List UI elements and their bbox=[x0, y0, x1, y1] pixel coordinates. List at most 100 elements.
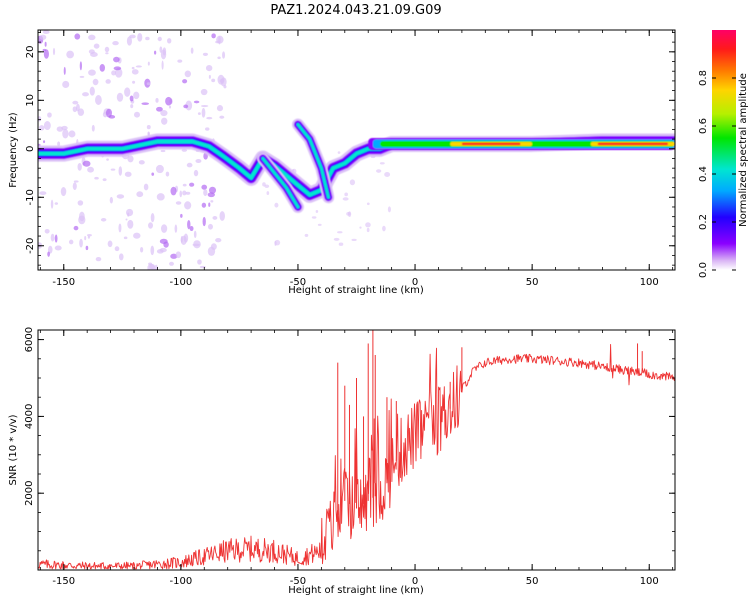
noise-speckle bbox=[365, 222, 371, 228]
noise-speckle bbox=[147, 61, 150, 66]
noise-speckle bbox=[200, 104, 209, 108]
noise-speckle bbox=[79, 75, 85, 78]
noise-speckle bbox=[39, 191, 47, 196]
noise-speckle bbox=[184, 70, 192, 78]
noise-speckle bbox=[193, 169, 199, 177]
noise-speckle bbox=[182, 190, 187, 196]
noise-speckle bbox=[91, 124, 95, 132]
noise-speckle bbox=[317, 223, 322, 226]
noise-speckle bbox=[116, 92, 124, 102]
noise-speckle bbox=[333, 237, 340, 241]
noise-speckle bbox=[183, 104, 189, 109]
x-tick-label: -100 bbox=[170, 277, 193, 288]
noise-speckle bbox=[118, 166, 123, 176]
noise-speckle bbox=[50, 233, 55, 242]
noise-speckle bbox=[112, 40, 119, 46]
noise-speckle bbox=[133, 232, 141, 239]
noise-speckle bbox=[92, 78, 99, 86]
noise-speckle bbox=[137, 32, 143, 42]
noise-speckle bbox=[344, 192, 348, 197]
noise-speckle bbox=[135, 65, 142, 68]
noise-speckle bbox=[376, 169, 382, 173]
noise-speckle bbox=[208, 74, 211, 79]
noise-speckle bbox=[73, 225, 79, 231]
noise-speckle bbox=[89, 86, 95, 96]
x-tick-label: -100 bbox=[170, 576, 193, 587]
colorbar-ticks: 0.0 0.2 0.4 0.6 0.8 bbox=[698, 70, 736, 278]
noise-speckle bbox=[110, 168, 116, 171]
noise-speckle bbox=[200, 88, 208, 96]
noise-speckle bbox=[215, 237, 222, 243]
x-tick-label: -150 bbox=[52, 576, 75, 587]
spectrogram-frame bbox=[37, 29, 676, 271]
noise-speckle bbox=[132, 80, 136, 84]
spectrogram-heatmap bbox=[38, 30, 675, 270]
noise-speckle bbox=[185, 191, 191, 195]
noise-speckle bbox=[82, 92, 89, 97]
noise-speckle bbox=[43, 49, 49, 59]
noise-speckle bbox=[57, 141, 61, 147]
noise-speckle bbox=[160, 224, 168, 233]
tone-band-peak-core bbox=[597, 142, 668, 146]
noise-speckle bbox=[223, 85, 227, 89]
noise-speckle bbox=[182, 79, 188, 84]
noise-speckle bbox=[136, 191, 144, 198]
noise-speckle bbox=[68, 130, 76, 138]
noise-speckle bbox=[150, 245, 155, 256]
noise-speckle bbox=[72, 182, 77, 191]
noise-speckle bbox=[102, 178, 107, 182]
x-tick-label: 100 bbox=[640, 277, 659, 288]
noise-speckle bbox=[208, 186, 217, 194]
noise-speckle bbox=[38, 116, 42, 122]
noise-speckle bbox=[148, 222, 153, 229]
x-tick-label: 0 bbox=[412, 277, 418, 288]
noise-speckle bbox=[197, 259, 202, 265]
noise-speckle bbox=[151, 172, 155, 176]
noise-speckle bbox=[304, 233, 309, 237]
noise-speckle bbox=[141, 102, 150, 106]
noise-speckle bbox=[346, 212, 351, 216]
noise-speckle bbox=[42, 48, 47, 52]
noise-speckle bbox=[54, 234, 58, 243]
noise-speckle bbox=[165, 171, 170, 177]
noise-speckle bbox=[156, 249, 164, 254]
x-tick-label: -50 bbox=[290, 277, 306, 288]
noise-speckle bbox=[201, 107, 206, 118]
noise-speckle bbox=[99, 64, 106, 72]
noise-speckle bbox=[266, 191, 270, 195]
noise-speckle bbox=[147, 263, 155, 270]
noise-speckle bbox=[197, 112, 201, 115]
noise-speckle bbox=[129, 95, 134, 102]
noise-speckle bbox=[157, 36, 162, 42]
noise-speckle bbox=[153, 50, 157, 55]
spectrogram-x-ticks: -150 -100 -50 0 50 100 bbox=[39, 30, 674, 288]
noise-speckle bbox=[87, 235, 90, 239]
noise-speckle bbox=[66, 50, 74, 59]
colorbar: 0.0 0.2 0.4 0.6 0.8 Normalized spectral ampl… bbox=[698, 30, 749, 278]
noise-speckle bbox=[207, 223, 213, 230]
x-tick-label: 100 bbox=[640, 576, 659, 587]
noise-speckle bbox=[107, 240, 113, 248]
noise-speckle bbox=[84, 235, 87, 241]
noise-speckle bbox=[88, 34, 96, 41]
colorbar-label: Normalized spectral amplitude bbox=[738, 73, 749, 227]
noise-speckle bbox=[165, 96, 173, 106]
tone-band bbox=[368, 137, 675, 150]
noise-speckle bbox=[105, 79, 111, 84]
noise-speckle bbox=[179, 190, 183, 198]
noise-speckle bbox=[155, 164, 164, 174]
noise-speckle bbox=[79, 211, 85, 222]
noise-speckle bbox=[193, 100, 200, 104]
noise-speckle bbox=[205, 127, 210, 131]
noise-speckle bbox=[79, 61, 83, 71]
noise-speckle bbox=[189, 226, 194, 232]
noise-speckle bbox=[79, 238, 83, 248]
noise-speckle bbox=[125, 218, 128, 221]
noise-speckle bbox=[127, 155, 134, 163]
noise-speckle bbox=[60, 186, 67, 197]
noise-speckle bbox=[62, 129, 69, 139]
noise-speckle bbox=[210, 200, 214, 203]
y-tick-label: -10 bbox=[25, 189, 36, 205]
noise-speckle bbox=[85, 245, 89, 251]
